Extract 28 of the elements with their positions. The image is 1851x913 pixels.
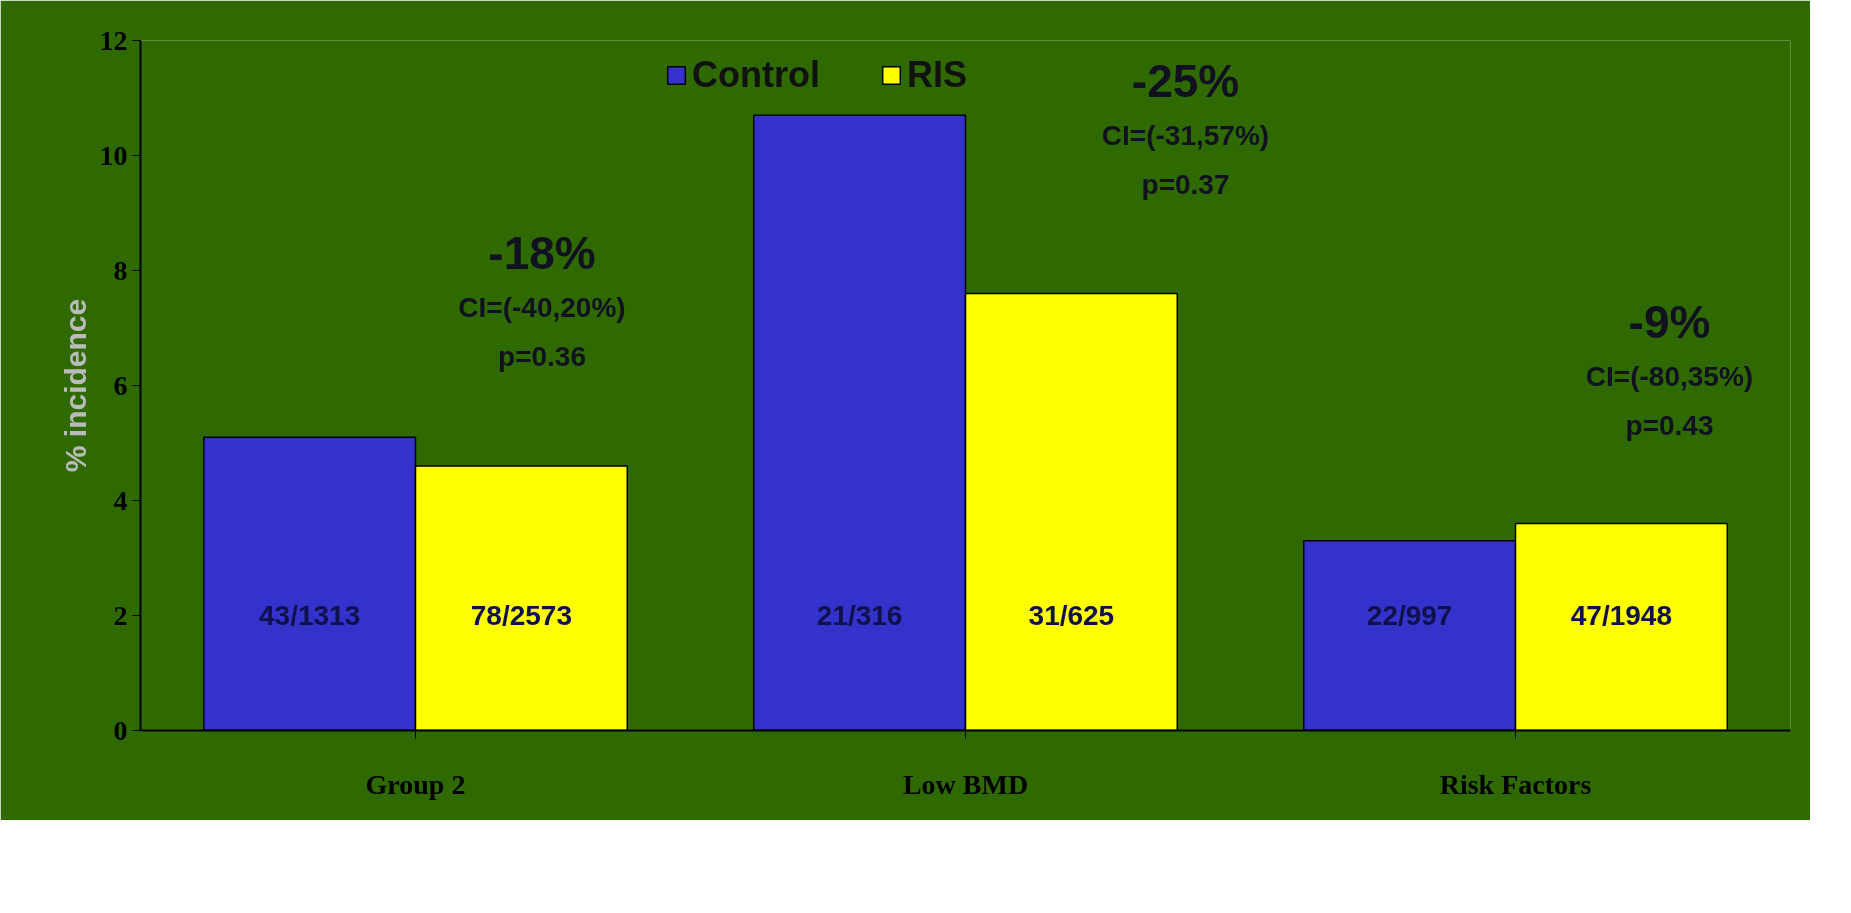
x-tick-label: Low BMD <box>902 768 1029 800</box>
annotation: p=0.43 <box>1625 410 1714 442</box>
data-label: 43/1313 <box>259 600 361 631</box>
y-tick-label: 0 <box>113 714 128 746</box>
annotation: -18% <box>488 227 596 280</box>
y-tick-label: 12 <box>99 24 128 56</box>
data-label: 22/997 <box>1366 600 1453 631</box>
data-label: 78/2573 <box>470 600 572 631</box>
annotation: -25% <box>1131 54 1240 107</box>
annotation: -9% <box>1628 296 1711 349</box>
x-tick-label: Group 2 <box>365 768 466 800</box>
legend-label: Control <box>692 54 820 96</box>
y-tick-label: 2 <box>113 599 128 631</box>
annotation: p=0.37 <box>1141 168 1230 200</box>
x-tick-label: Risk Factors <box>1439 768 1592 800</box>
legend-label: RIS <box>906 54 967 96</box>
annotation: CI=(-80,35%) <box>1585 361 1754 393</box>
annotation: CI=(-40,20%) <box>458 292 626 324</box>
y-tick-label: 8 <box>113 254 128 286</box>
data-label: 47/1948 <box>1570 600 1672 631</box>
y-axis-title: % incidence <box>58 298 92 473</box>
annotation: p=0.36 <box>498 341 586 373</box>
data-label: 21/316 <box>816 600 903 631</box>
y-tick-label: 10 <box>99 139 128 171</box>
y-tick-label: 6 <box>113 369 128 401</box>
y-tick-label: 4 <box>113 484 128 516</box>
annotation: CI=(-31,57%) <box>1101 119 1270 151</box>
data-label: 31/625 <box>1028 600 1115 631</box>
